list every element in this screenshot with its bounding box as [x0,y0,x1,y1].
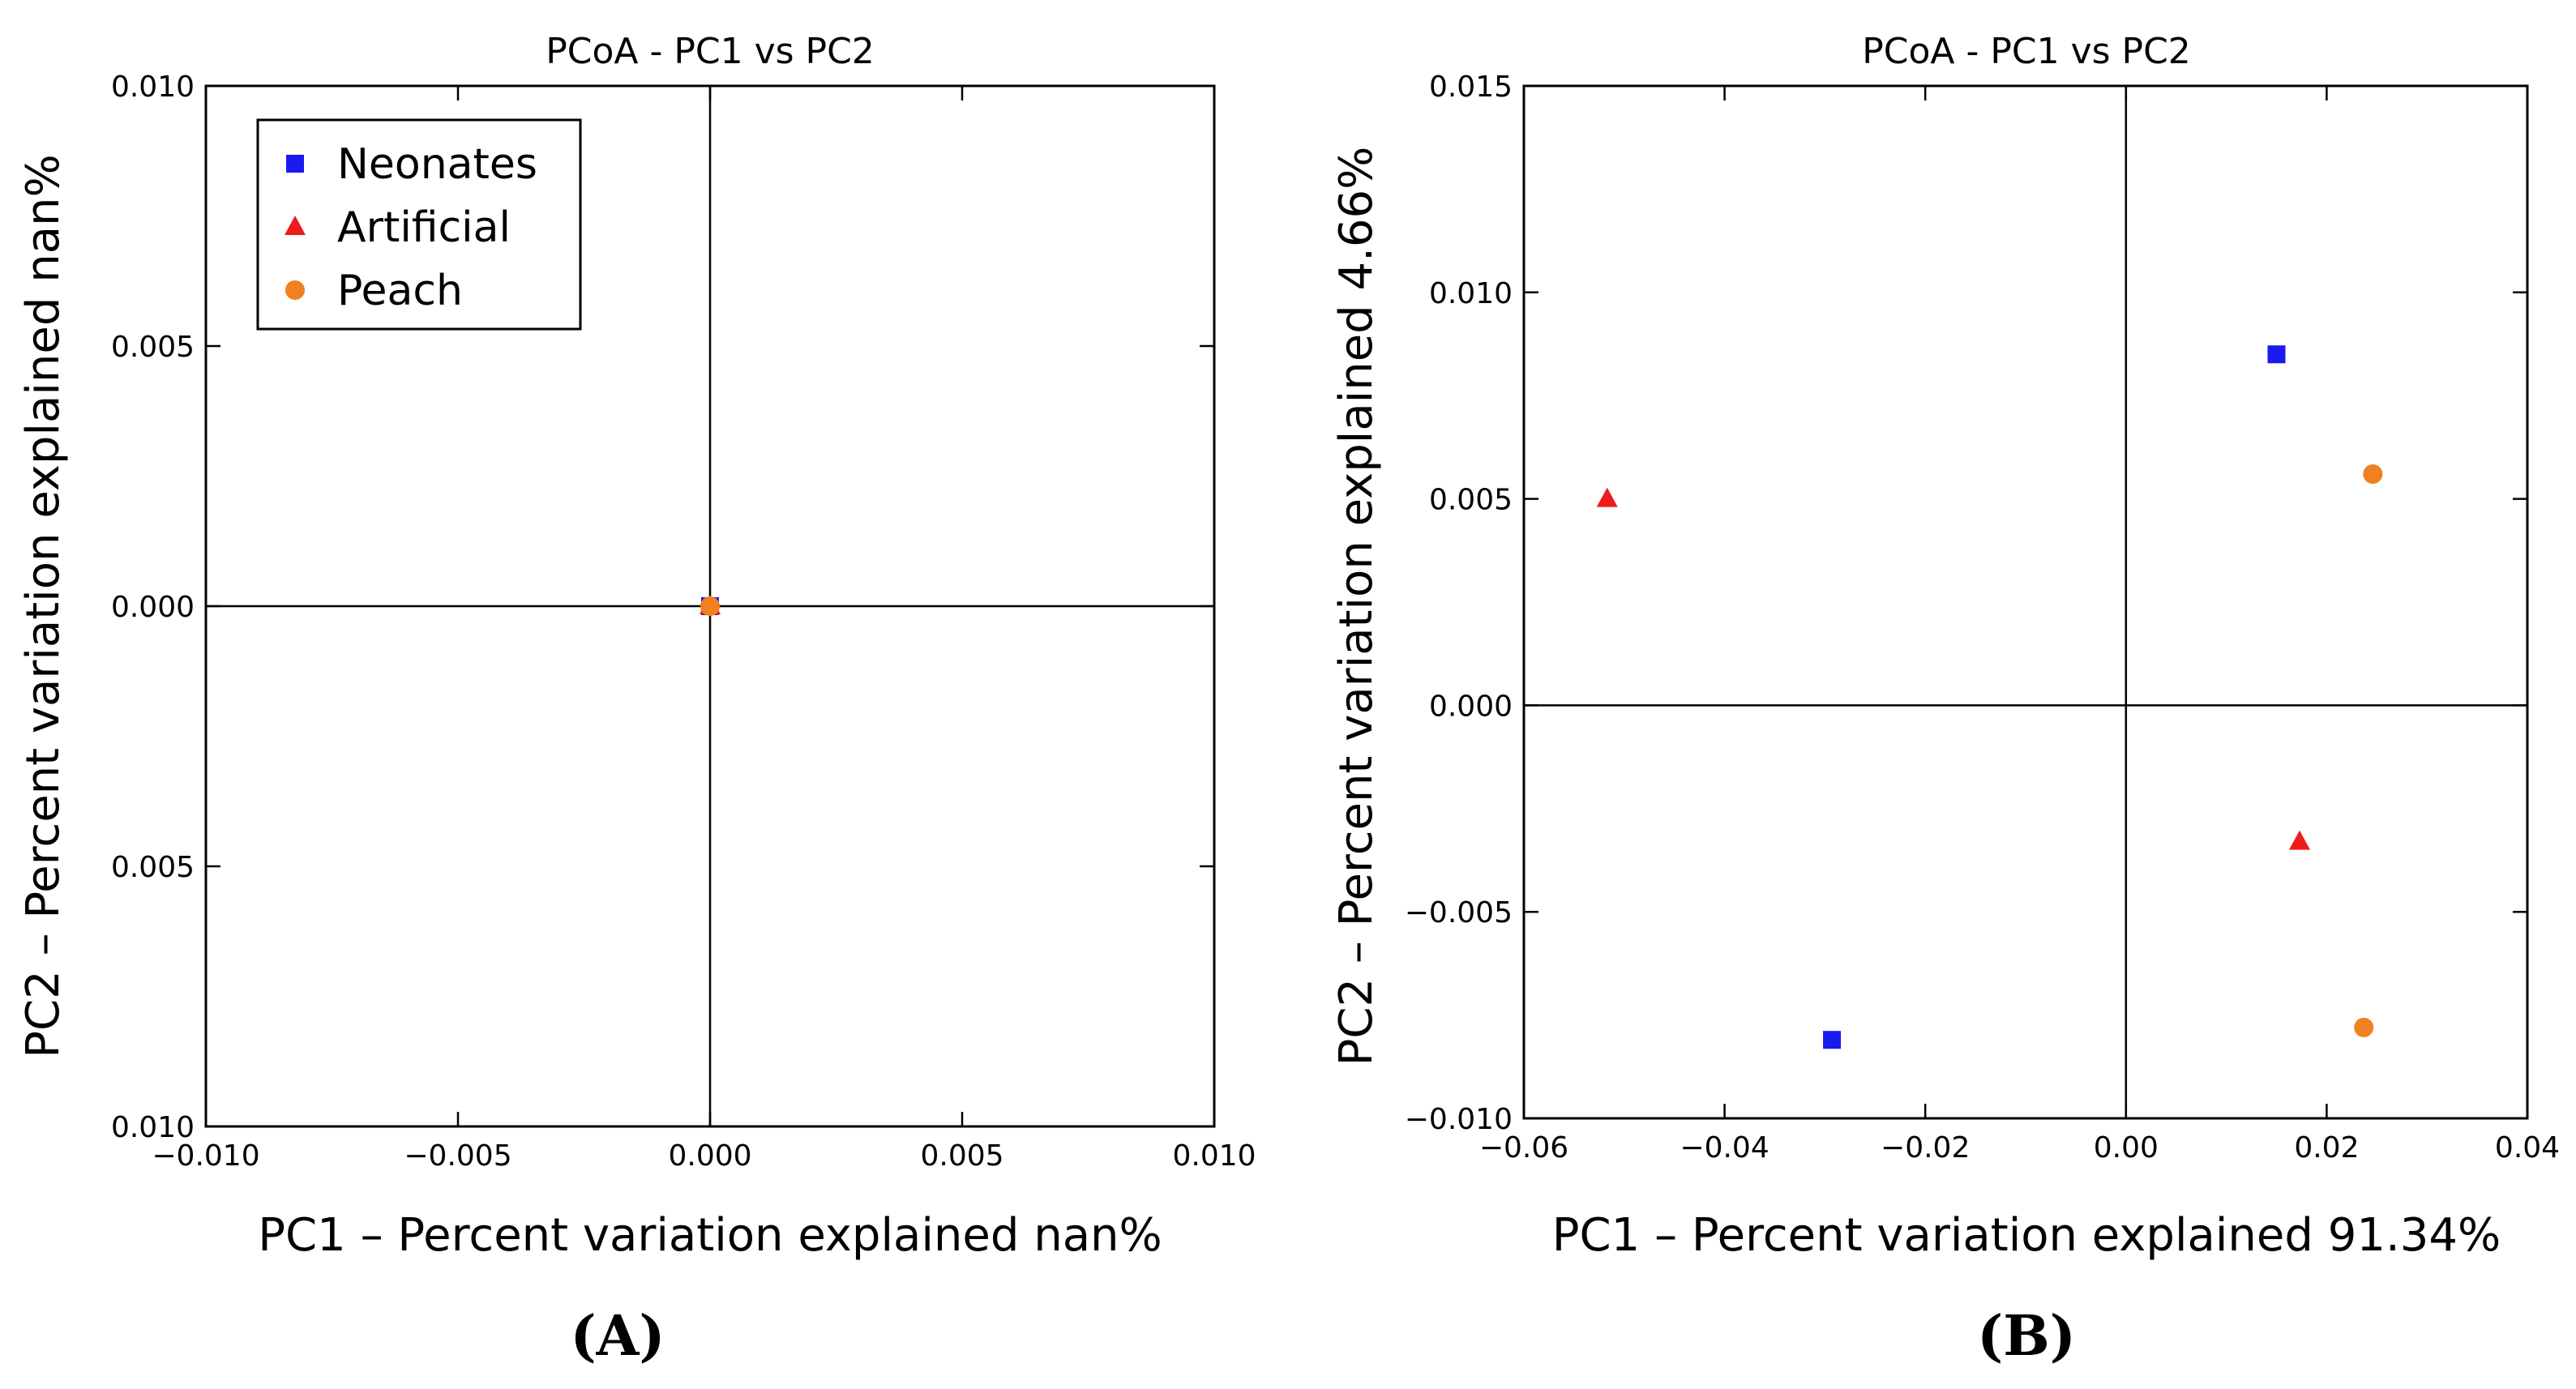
panel-label: (A) [570,1304,665,1369]
chart-title: PCoA - PC1 vs PC2 [1862,31,2191,72]
legend-marker-artificial [285,216,306,235]
x-tick-label: −0.02 [1881,1131,1970,1165]
chart-title: PCoA - PC1 vs PC2 [546,31,875,72]
y-tick-label: 0.000 [111,591,195,624]
x-tick-label: 0.010 [1172,1139,1256,1173]
x-tick-label: 0.000 [668,1139,751,1173]
data-point-artificial [1596,487,1618,507]
legend-marker-peach [285,280,305,300]
legend-label: Peach [337,267,463,315]
x-tick-label: 0.02 [2294,1131,2359,1165]
legend: Neonates Artificial Peach [256,118,582,331]
x-tick-label: −0.010 [152,1139,259,1173]
x-tick-label: 0.00 [2094,1131,2159,1165]
y-tick-label: 0.000 [1429,690,1513,723]
legend-box [256,118,582,331]
y-tick-label: 0.015 [1429,71,1513,104]
legend-label: Neonates [337,140,537,189]
x-tick-label: −0.06 [1479,1131,1568,1165]
legend-marker-neonates [286,155,304,173]
x-tick-label: −0.04 [1680,1131,1769,1165]
data-point-neonates [2267,345,2286,364]
data-point-peach [700,596,720,616]
y-tick-label: 0.010 [111,71,195,104]
y-tick-label: 0.005 [1429,484,1513,517]
x-axis-label: PC1 – Percent variation explained 91.34% [1552,1209,2501,1262]
legend-label: Artificial [337,203,511,252]
panel-label: (B) [1977,1304,2076,1369]
x-axis-label: PC1 – Percent variation explained nan% [258,1209,1162,1262]
data-point-neonates [1823,1031,1842,1049]
x-tick-label: −0.005 [404,1139,511,1173]
data-point-peach [2354,1017,2374,1037]
y-tick-label: 0.005 [111,331,195,364]
y-tick-label: 0.010 [1429,277,1513,310]
panel-a: −0.010 −0.005 0.000 0.005 0.010 0.010 0.005 0.0… [17,31,1256,1369]
data-point-artificial [2288,830,2310,850]
panel-b: −0.06 −0.04 −0.02 0.00 0.02 0.04 −0.010 −0.005 0… [1330,31,2560,1369]
y-axis-label: PC2 – Percent variation explained nan% [17,154,70,1058]
y-tick-label: 0.005 [111,851,195,884]
y-tick-label: −0.010 [1405,1103,1513,1136]
y-axis-label: PC2 – Percent variation explained 4.66% [1330,147,1383,1066]
x-tick-label: 0.04 [2495,1131,2560,1165]
x-tick-label: 0.005 [920,1139,1003,1173]
data-point-peach [2363,464,2383,485]
plot-frame [1522,84,2529,1120]
y-tick-label: −0.005 [1405,896,1513,930]
y-tick-label: 0.010 [111,1111,195,1144]
